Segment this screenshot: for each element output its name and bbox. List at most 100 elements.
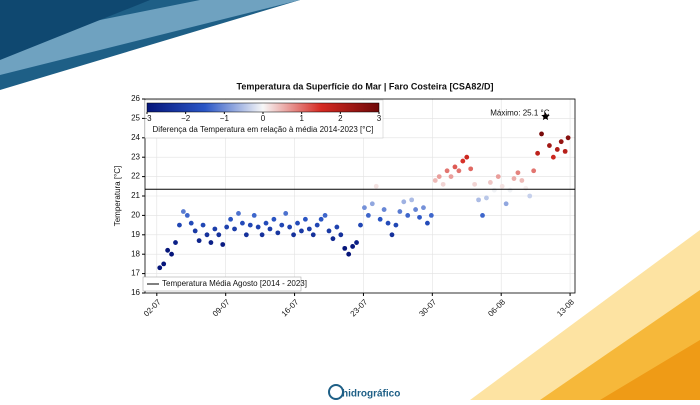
point	[428, 213, 434, 218]
point	[405, 213, 411, 218]
point	[425, 220, 430, 226]
point	[318, 216, 324, 222]
point	[539, 131, 544, 137]
x-tick-label: 23-07	[349, 297, 370, 318]
point	[346, 251, 352, 257]
point	[365, 213, 371, 218]
point	[523, 185, 529, 191]
point	[480, 213, 485, 218]
point	[263, 220, 269, 226]
y-tick-label: 26	[131, 94, 140, 103]
legend	[142, 276, 302, 292]
point	[169, 251, 174, 257]
y-tick-label: 24	[131, 133, 140, 142]
point	[192, 228, 198, 234]
point	[314, 222, 320, 228]
point	[161, 261, 167, 267]
point	[350, 244, 356, 249]
point	[444, 168, 450, 174]
y-tick-label: 16	[131, 288, 140, 297]
max-marker	[541, 111, 550, 121]
x-tick-label: 09-07	[211, 297, 232, 318]
x-tick-label: 30-07	[417, 297, 438, 318]
colorbar-tick-label: 2	[338, 114, 343, 123]
point	[495, 174, 501, 180]
point	[511, 176, 517, 181]
point	[432, 178, 438, 183]
point	[487, 180, 493, 185]
point	[531, 168, 537, 174]
point	[527, 193, 533, 199]
point	[452, 164, 458, 170]
point	[267, 226, 273, 232]
x-tick-label: 16-07	[280, 297, 301, 318]
y-tick-label: 17	[131, 269, 140, 278]
point	[220, 242, 226, 247]
colorbar-tick-label: 1	[299, 114, 304, 123]
decor	[600, 340, 700, 400]
x-tick-label: 06-08	[486, 297, 507, 318]
point	[554, 147, 560, 152]
point	[310, 232, 316, 238]
colorbar-tick-label: −3	[142, 114, 152, 123]
point	[515, 170, 521, 176]
point	[173, 240, 178, 245]
point	[283, 211, 289, 216]
colorbar	[146, 102, 380, 113]
point	[184, 213, 190, 218]
y-tick-label: 22	[131, 172, 140, 181]
point	[212, 226, 218, 232]
point	[393, 222, 399, 228]
point	[232, 226, 237, 232]
point	[334, 224, 340, 230]
point	[369, 201, 375, 207]
colorbar-label: Diferença da Temperatura em relação à mé…	[153, 125, 374, 134]
point	[271, 216, 277, 222]
point	[503, 201, 509, 207]
point	[440, 181, 446, 187]
point	[228, 216, 234, 222]
point	[204, 232, 210, 238]
decor	[0, 0, 300, 75]
point	[330, 236, 336, 242]
point	[255, 224, 261, 230]
point	[224, 224, 230, 230]
colorbar-tick-label: 0	[261, 114, 266, 123]
point	[417, 214, 422, 220]
point	[196, 238, 202, 244]
point	[385, 220, 391, 226]
point	[409, 197, 415, 203]
y-tick-label: 19	[131, 230, 140, 239]
decor	[0, 0, 150, 60]
point	[456, 168, 462, 174]
point	[499, 183, 505, 189]
point	[236, 211, 241, 216]
y-tick-label: 21	[131, 191, 140, 200]
point	[476, 197, 481, 203]
point	[565, 135, 571, 141]
point	[448, 174, 454, 180]
point	[358, 222, 363, 228]
point	[484, 195, 489, 201]
point	[389, 232, 395, 238]
point	[507, 187, 513, 193]
point	[157, 265, 163, 271]
point	[247, 222, 253, 228]
point	[338, 232, 344, 238]
colorbar-tick-label: 3	[377, 114, 382, 123]
y-tick-label: 18	[131, 249, 140, 258]
point	[401, 199, 407, 205]
point	[188, 220, 194, 226]
logo-icon	[328, 384, 344, 400]
point	[354, 240, 359, 245]
point	[519, 178, 525, 183]
point	[243, 232, 249, 238]
y-tick-label: 25	[131, 114, 140, 123]
annotation: Máximo: 25.1 °C	[490, 109, 549, 118]
point	[472, 181, 478, 187]
point	[165, 247, 171, 253]
point	[413, 207, 418, 212]
point	[464, 154, 470, 160]
